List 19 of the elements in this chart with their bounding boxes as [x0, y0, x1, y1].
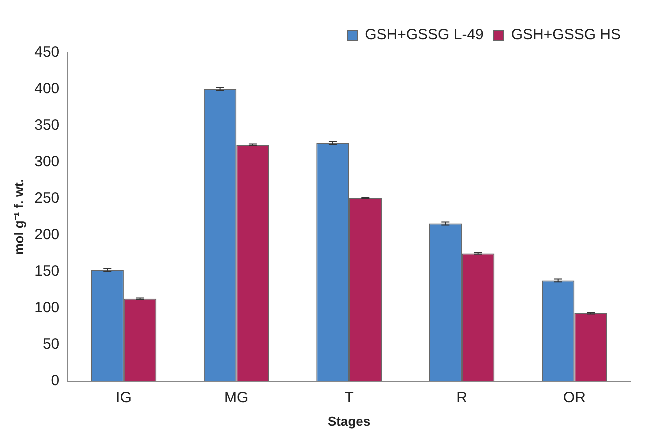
y-tick-label: 100	[34, 300, 60, 317]
x-tick-label: MG	[224, 390, 249, 407]
y-tick-label: 50	[42, 336, 60, 354]
y-axis-title: mol g⁻¹ f. wt.	[11, 179, 26, 256]
y-tick-label: 400	[34, 80, 60, 98]
y-tick-label: 350	[34, 117, 60, 134]
x-tick-label: T	[344, 390, 354, 407]
x-tick-label: IG	[116, 390, 132, 407]
y-tick-label: 250	[34, 190, 60, 208]
x-axis-title: Stages	[328, 414, 371, 429]
x-tick-label: OR	[563, 390, 586, 407]
y-tick-label: 300	[34, 154, 60, 171]
legend-label: GSH+GSSG L-49	[365, 26, 484, 44]
y-tick-label: 0	[51, 372, 60, 390]
x-tick-label: R	[456, 390, 468, 407]
y-tick-label: 200	[34, 226, 60, 244]
y-tick-label: 150	[34, 263, 60, 280]
legend-label: GSH+GSSG HS	[511, 26, 622, 44]
y-tick-label: 450	[34, 44, 60, 62]
